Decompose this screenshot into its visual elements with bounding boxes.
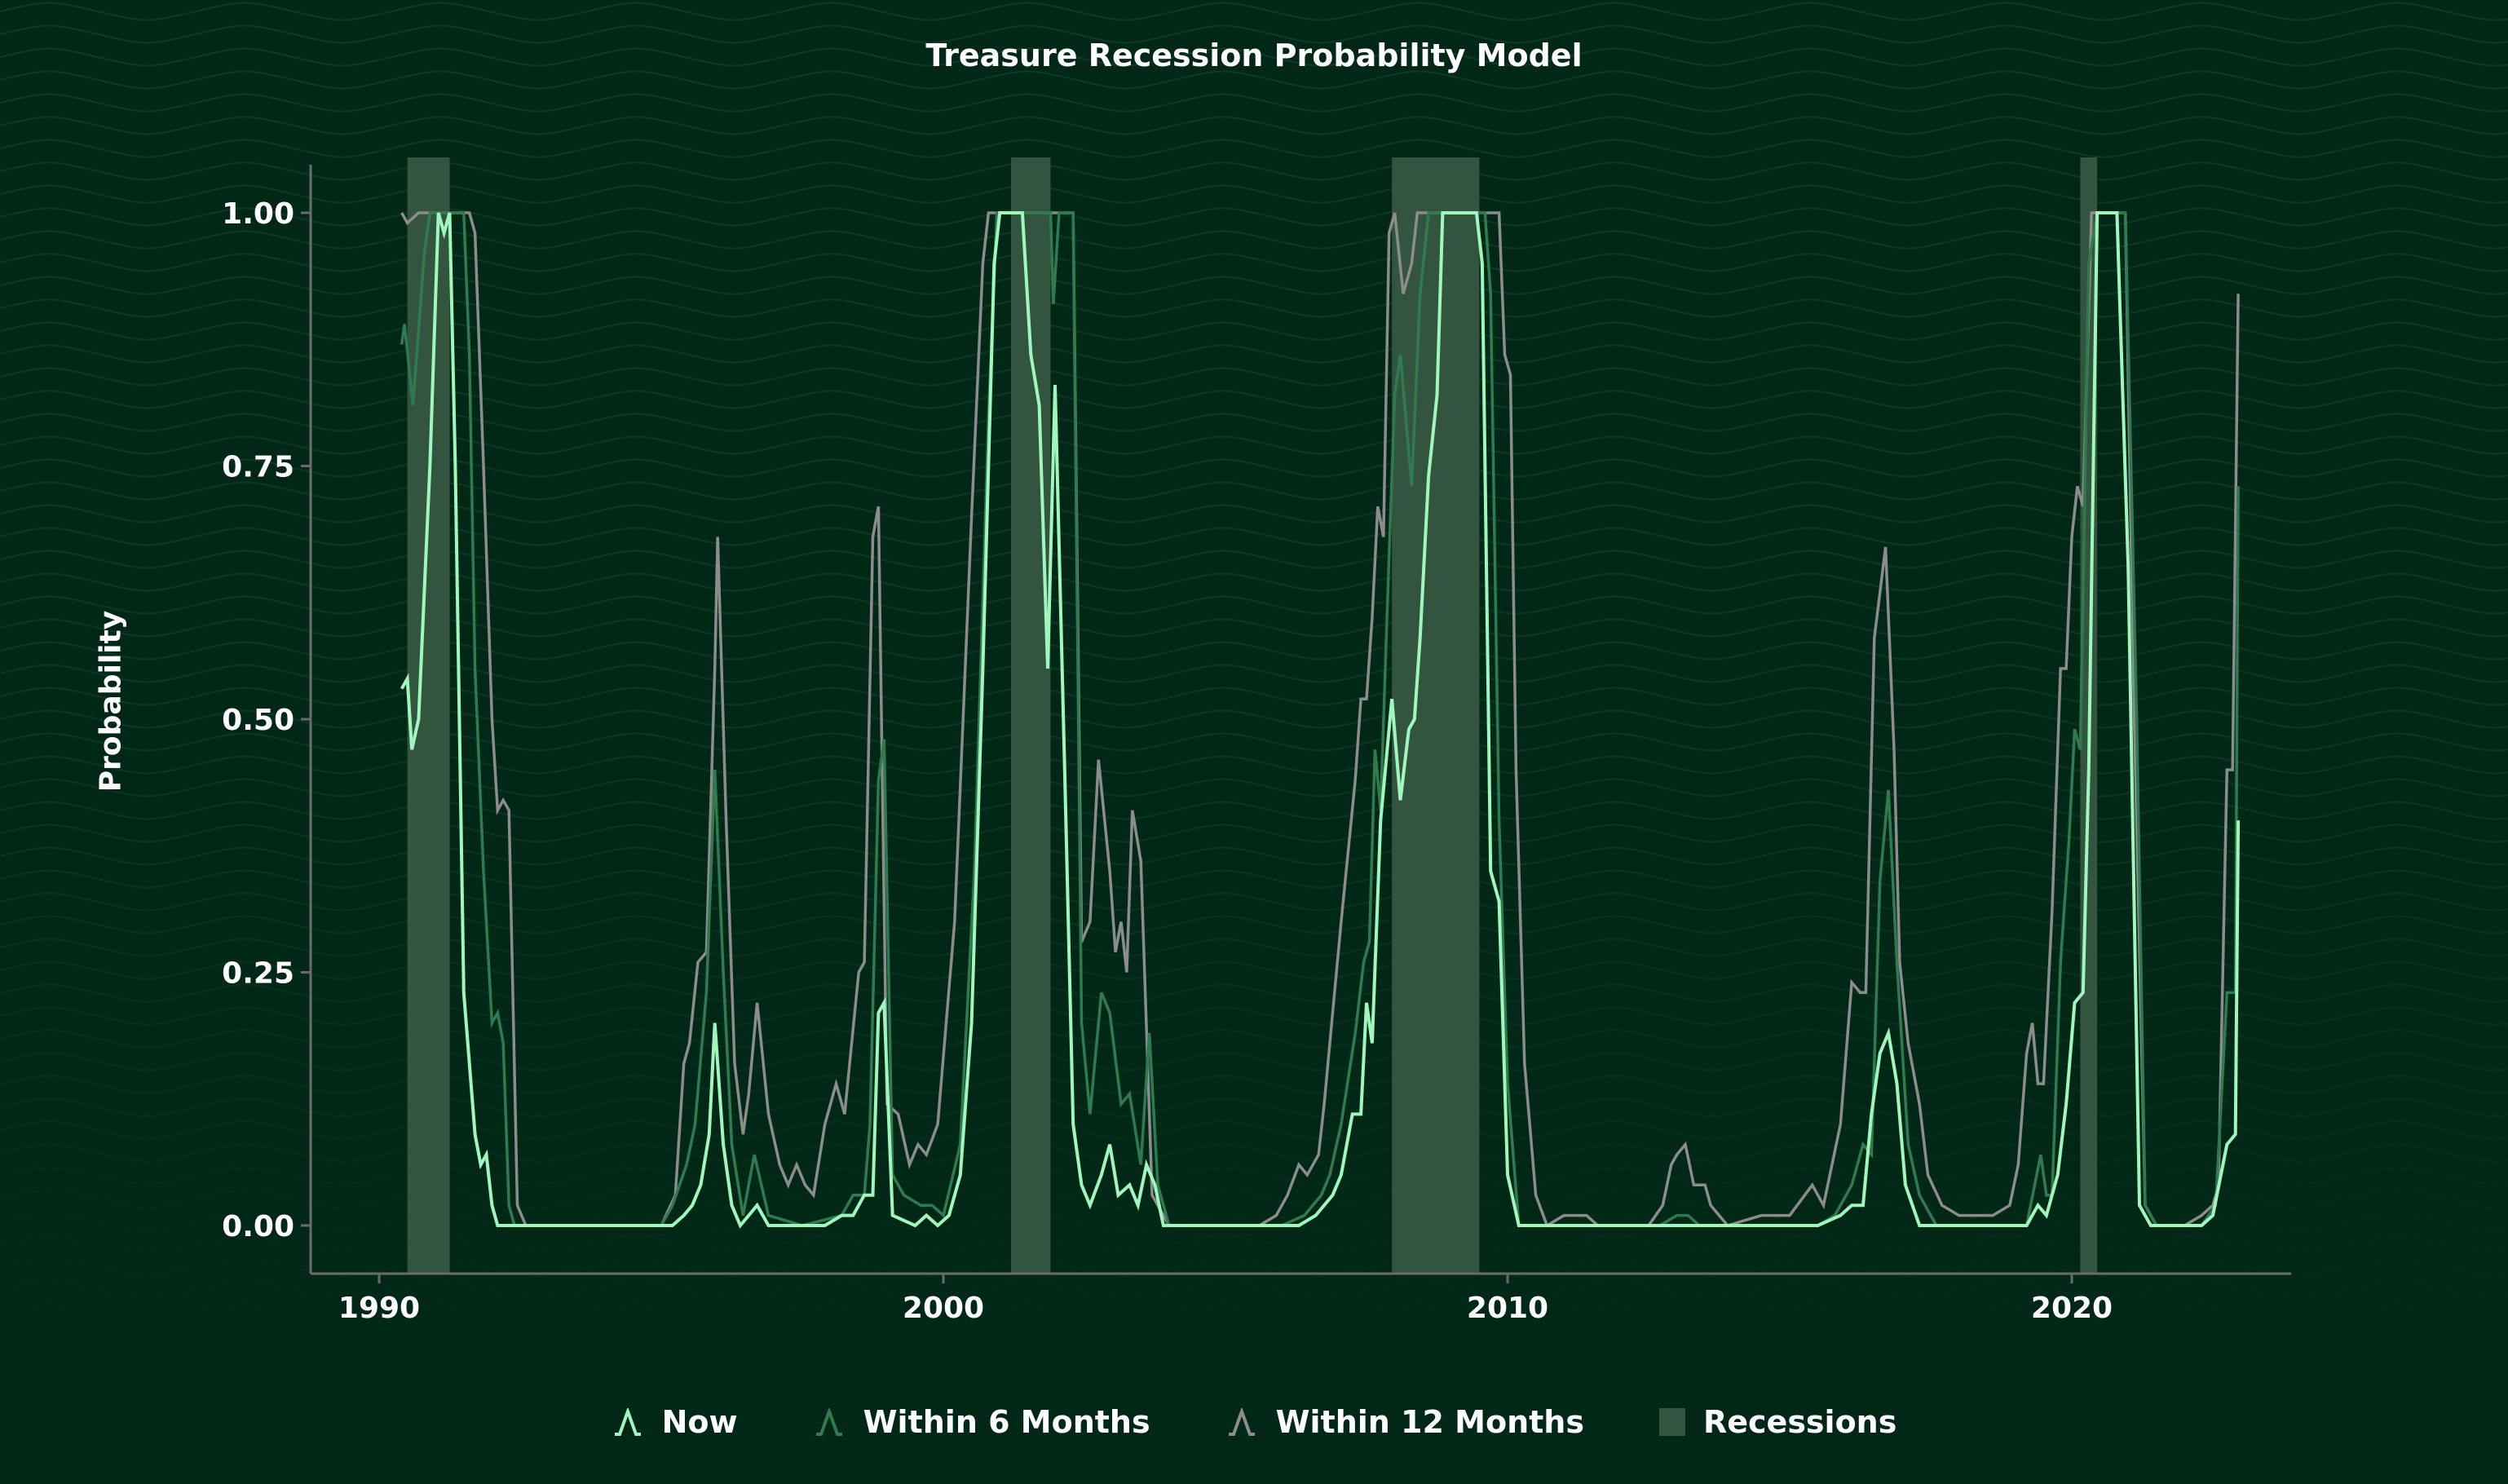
x-tick-label: 2000: [903, 1292, 984, 1325]
legend-label-within-12-months: Within 12 Months: [1275, 1404, 1584, 1440]
legend-item-recessions[interactable]: Recessions: [1658, 1404, 1897, 1440]
x-tick-label: 1990: [338, 1292, 420, 1325]
legend-label-now: Now: [661, 1404, 738, 1440]
y-tick-label: 0.00: [222, 1210, 294, 1243]
legend-item-now[interactable]: Now: [612, 1404, 738, 1440]
legend-item-within-6-months[interactable]: Within 6 Months: [813, 1404, 1150, 1440]
legend-label-recessions: Recessions: [1702, 1404, 1897, 1440]
line-icon: [815, 1408, 842, 1436]
chart-title: Treasure Recession Probability Model: [925, 38, 1583, 73]
series-line-within-6: [400, 211, 2240, 1227]
recession-band: [1011, 157, 1051, 1274]
recession-band: [407, 157, 450, 1274]
line-icon: [614, 1408, 641, 1436]
legend: Now Within 6 Months Within 12 Months Rec…: [0, 1404, 2508, 1440]
y-tick-label: 0.75: [222, 451, 294, 484]
series-line-within-12: [400, 211, 2240, 1228]
legend-item-within-12-months[interactable]: Within 12 Months: [1225, 1404, 1584, 1440]
recession-band: [1392, 157, 1480, 1274]
series-lines: [400, 211, 2241, 1229]
y-tick-label: 0.50: [222, 704, 294, 737]
y-tick-label: 1.00: [222, 197, 294, 231]
series-line-now: [400, 211, 2241, 1229]
rect-icon: [1658, 1408, 1685, 1436]
line-icon: [1228, 1408, 1255, 1436]
axes: 0.00 0.25 0.50 0.75 1.00 1990 2000 2010 2020: [222, 165, 2291, 1325]
x-tick-label: 2020: [2031, 1292, 2113, 1325]
x-tick-label: 2010: [1467, 1292, 1548, 1325]
y-tick-label: 0.25: [222, 957, 294, 991]
legend-label-within-6-months: Within 6 Months: [863, 1404, 1150, 1440]
recession-bands: [407, 157, 2098, 1274]
